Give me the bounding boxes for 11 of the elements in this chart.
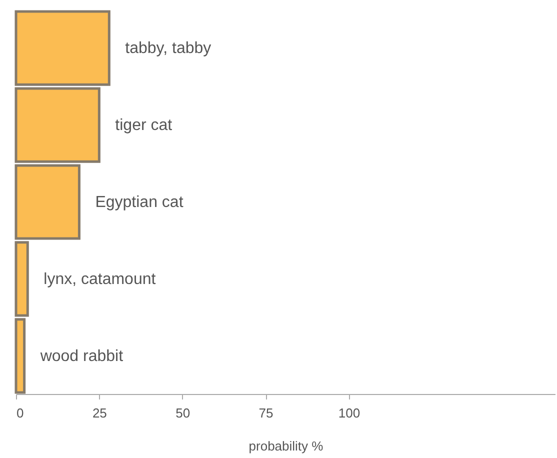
x-tick-label: 100 — [338, 406, 360, 420]
x-axis-title: probability % — [248, 438, 324, 454]
x-tick-label: 0 — [16, 406, 24, 420]
y-tick-label: Egyptian cat — [95, 194, 184, 211]
y-tick-label: wood rabbit — [39, 348, 124, 365]
x-tick-label: 50 — [176, 406, 190, 420]
x-tick-label: 75 — [258, 406, 274, 420]
y-tick-label: tabby, tabby — [125, 40, 212, 58]
x-tick-label: 25 — [92, 406, 107, 420]
y-tick-label: tiger cat — [115, 117, 173, 134]
y-tick-label: lynx, catamount — [44, 270, 156, 288]
